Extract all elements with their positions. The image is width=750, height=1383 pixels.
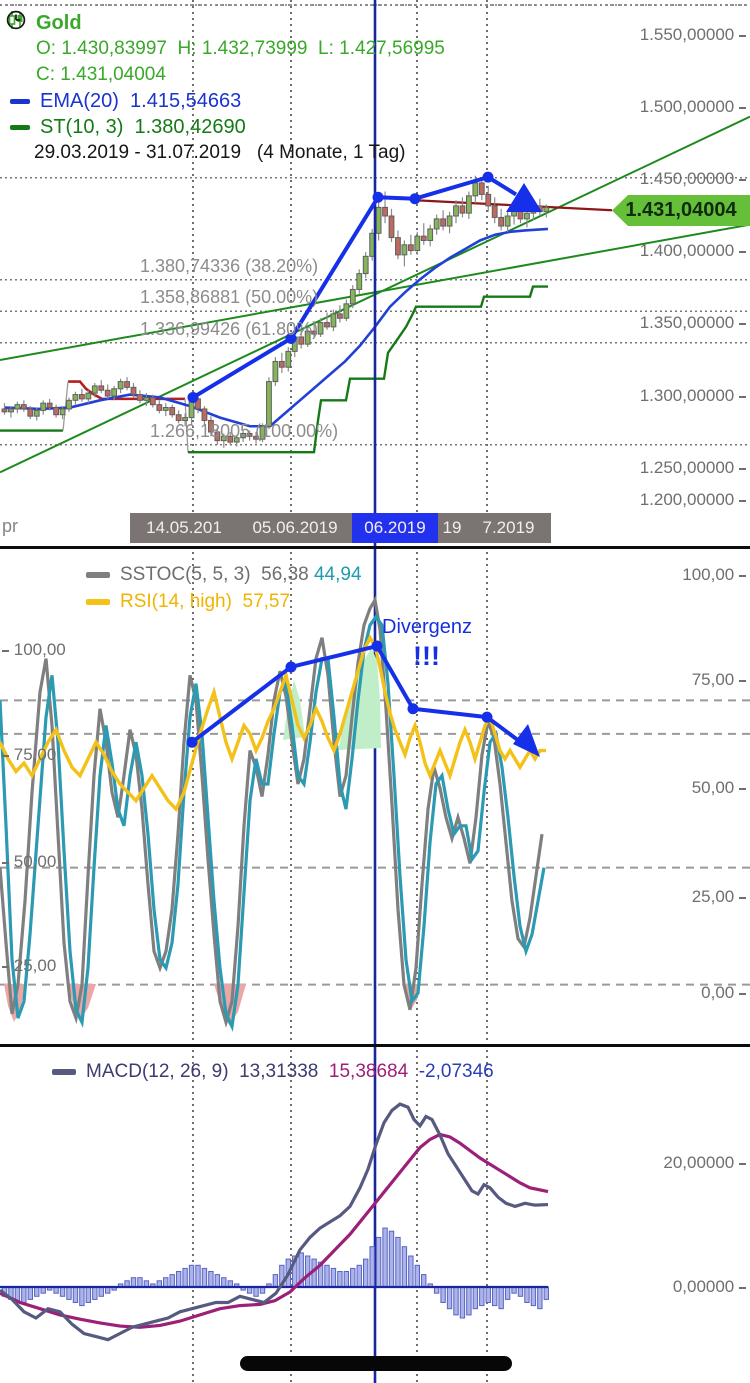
macd-axis-label: 20,00000 <box>663 1153 746 1173</box>
horizontal-scrollbar[interactable] <box>240 1356 512 1371</box>
sstoc-swatch-icon <box>86 571 110 578</box>
ohlc-values: O: 1.430,83997 H: 1.432,73999 L: 1.427,5… <box>36 38 445 59</box>
date-axis-bar[interactable]: 14.05.201 05.06.2019 06.2019 19 7.2019 <box>130 513 551 543</box>
oscillator-right-axis-label: 0,00 <box>701 983 746 1003</box>
macd-legend[interactable]: MACD(12, 26, 9) 13,31338 15,38684 -2,073… <box>48 1058 494 1086</box>
divergence-trendline[interactable] <box>186 640 541 757</box>
drawn-trendline[interactable] <box>187 171 543 403</box>
date-segment[interactable]: 14.05.201 <box>130 513 238 543</box>
price-axis-label: 1.450,00000 <box>640 169 746 189</box>
fib-level-label: 1.380,74336 (38.20%) <box>140 255 319 276</box>
symbol-name[interactable]: Gold <box>36 11 82 34</box>
date-segment[interactable]: 7.2019 <box>466 513 551 543</box>
divergence-annotation[interactable]: Divergenz <box>382 616 473 638</box>
date-range-row: 29.03.2019 - 31.07.2019 (4 Monate, 1 Tag… <box>6 10 445 166</box>
price-legend: Gold O: 1.430,83997 H: 1.432,73999 L: 1.… <box>6 10 445 166</box>
price-axis-label: 1.400,00000 <box>640 241 746 261</box>
price-axis-label: 1.200,00000 <box>640 490 746 510</box>
oscillator-right-axis-label: 50,00 <box>692 778 746 798</box>
close-value: C: 1.431,04004 <box>36 64 166 85</box>
oscillator-legend: SSTOC(5, 5, 3) 56,38 44,94 RSI(14, high)… <box>82 561 362 615</box>
oscillator-left-axis-label: 50,00 <box>2 852 56 872</box>
oscillator-right-axis-label: 100,00 <box>682 565 746 585</box>
fib-level-label: 1.358,86881 (50.00%) <box>140 287 319 308</box>
date-axis-partial-label: pr <box>2 516 19 536</box>
fib-level-label: 1.336,99426 (61.80%) <box>140 318 319 339</box>
rsi-swatch-icon <box>86 598 110 605</box>
fib-level-label: 1.266,18005 (100.00%) <box>150 420 339 441</box>
oscillator-left-axis-label: 75,00 <box>2 745 56 765</box>
ema-swatch-icon <box>10 98 30 104</box>
oscillator-right-axis-label: 25,00 <box>692 887 746 907</box>
panel-divider-2 <box>0 1044 750 1047</box>
macd-axis-label: 0,00000 <box>673 1277 746 1297</box>
rsi-legend[interactable]: RSI(14, high) 57,57 <box>82 588 362 615</box>
oscillator-panel <box>0 595 750 1032</box>
candlesticks <box>1 175 550 448</box>
price-axis-label: 1.250,00000 <box>640 458 746 478</box>
supertrend-legend[interactable]: ST(10, 3) 1.380,42690 <box>6 114 445 140</box>
price-axis-label: 1.350,00000 <box>640 313 746 333</box>
macd-panel <box>0 1102 549 1342</box>
macd-swatch-icon <box>52 1069 76 1075</box>
panel-divider-1 <box>0 546 750 549</box>
price-axis-label: 1.300,00000 <box>640 386 746 406</box>
date-segment-selected[interactable]: 06.2019 <box>352 513 438 543</box>
date-segment[interactable]: 19 <box>438 513 466 543</box>
oscillator-left-axis-label: 25,00 <box>2 956 56 976</box>
oscillator-left-axis-label: 100,00 <box>2 640 66 660</box>
ema-legend[interactable]: EMA(20) 1.415,54663 <box>6 88 445 114</box>
sstoc-legend[interactable]: SSTOC(5, 5, 3) 56,38 44,94 <box>82 561 362 588</box>
price-axis-label: 1.550,00000 <box>640 25 746 45</box>
divergence-exclamation[interactable]: !!! <box>413 641 440 671</box>
date-segment[interactable]: 05.06.2019 <box>238 513 352 543</box>
st-swatch-icon <box>10 124 30 130</box>
oscillator-right-axis-label: 75,00 <box>692 670 746 690</box>
last-price-badge: 1.431,04004 <box>612 195 750 226</box>
price-axis-label: 1.500,00000 <box>640 97 746 117</box>
